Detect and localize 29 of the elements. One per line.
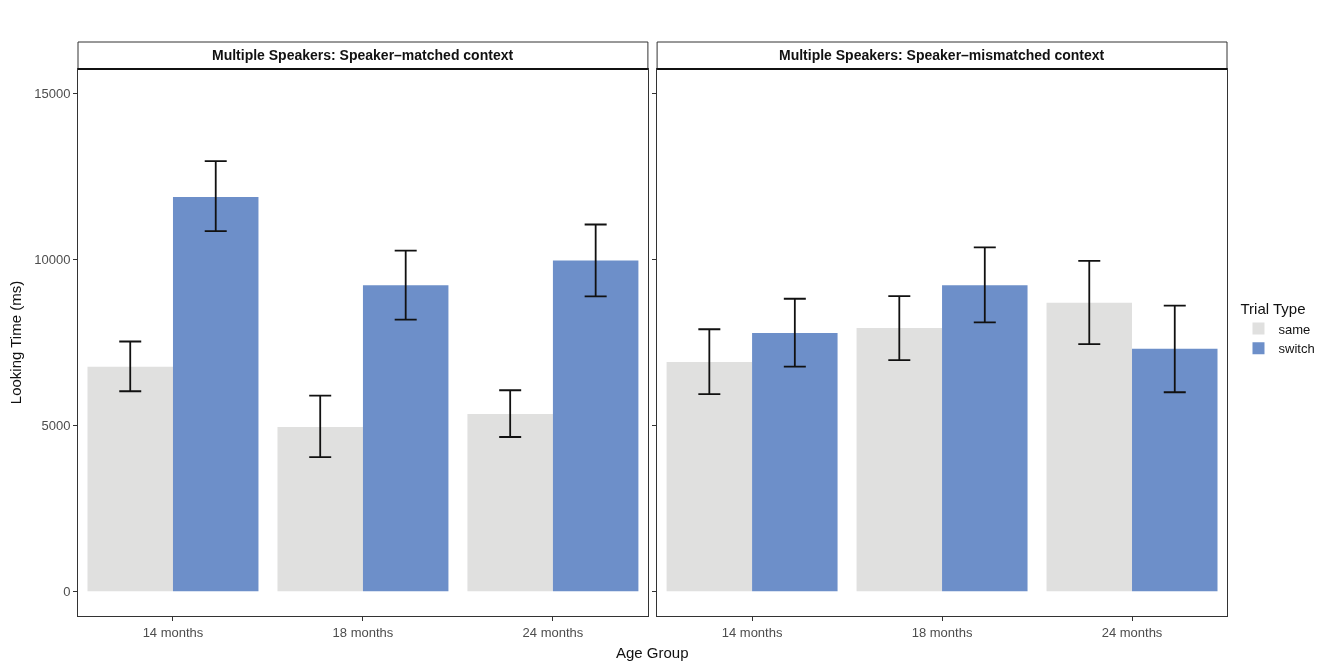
bar: [1046, 302, 1133, 592]
x-tick-label: 18 months: [911, 624, 973, 640]
y-tick-label: 0: [63, 583, 71, 599]
bar: [87, 366, 173, 592]
y-axis-title: Looking Time (ms): [7, 280, 25, 405]
legend-title: Trial Type: [1240, 299, 1306, 317]
legend-label: same: [1278, 321, 1311, 337]
bar: [1132, 348, 1218, 592]
x-tick-label: 14 months: [721, 624, 783, 640]
bar: [942, 285, 1028, 592]
y-tick-label: 10000: [34, 252, 71, 268]
bar: [172, 196, 259, 592]
bar: [552, 260, 639, 592]
bar: [467, 414, 553, 592]
y-tick-label: 15000: [34, 86, 71, 102]
bar: [856, 327, 943, 592]
x-axis-title: Age Group: [616, 644, 689, 661]
bar: [362, 285, 449, 592]
x-tick-label: 18 months: [332, 624, 394, 640]
legend-label: switch: [1278, 341, 1315, 357]
bar: [666, 362, 753, 592]
chart-title: Multiple Speakers: Speaker–matched context: [212, 47, 514, 63]
bar: [752, 332, 838, 592]
y-tick-label: 5000: [41, 417, 71, 433]
bar: [277, 427, 363, 592]
x-tick-label: 24 months: [522, 624, 584, 640]
chart-title: Multiple Speakers: Speaker–mismatched context: [779, 47, 1105, 63]
x-tick-label: 24 months: [1101, 624, 1163, 640]
x-tick-label: 14 months: [142, 624, 204, 640]
